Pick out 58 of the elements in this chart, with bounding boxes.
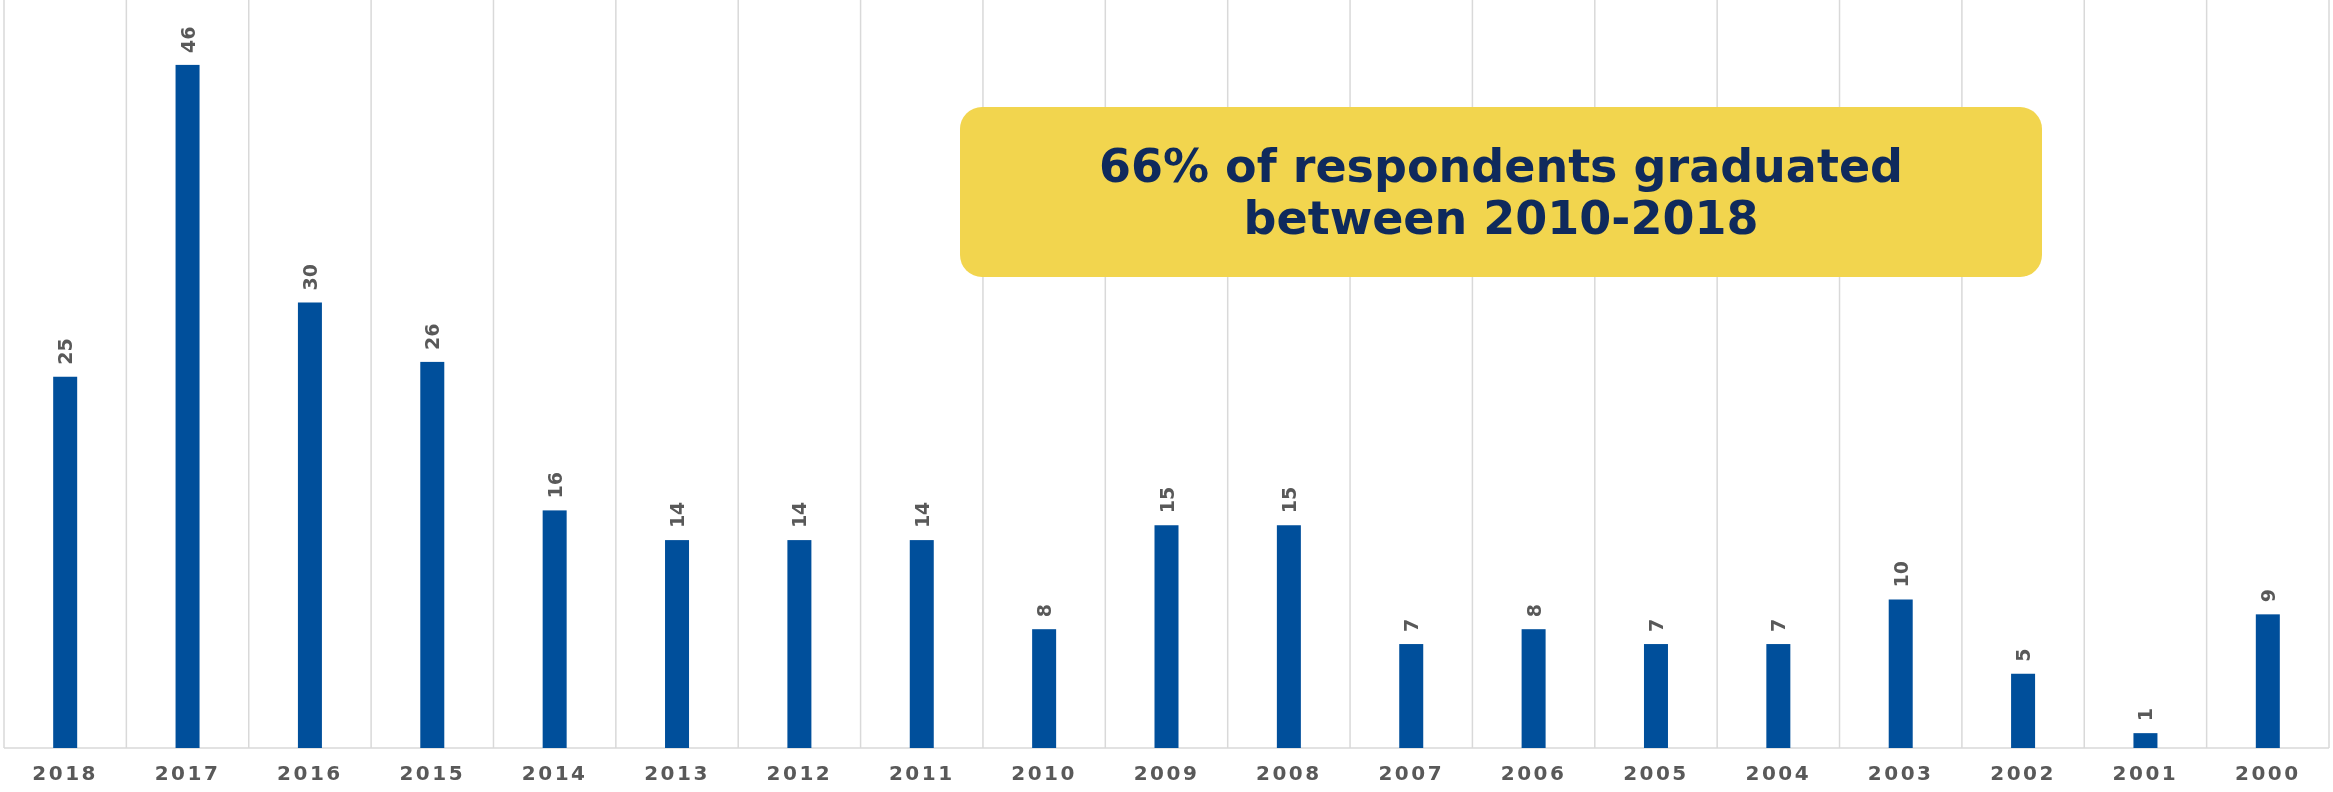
x-tick-label: 2017 <box>154 761 221 785</box>
x-tick-label: 2013 <box>644 761 710 785</box>
x-tick-label: 2000 <box>2234 761 2301 785</box>
data-label: 7 <box>1767 618 1790 633</box>
bar <box>420 361 445 748</box>
bar <box>1154 525 1179 748</box>
bar <box>665 540 690 748</box>
x-tick-label: 2002 <box>1990 761 2056 785</box>
data-label: 8 <box>1033 603 1056 618</box>
bar <box>2011 673 2036 748</box>
data-label: 5 <box>2012 648 2035 662</box>
bar <box>2133 733 2158 748</box>
bar <box>1276 525 1301 748</box>
data-label: 15 <box>1277 486 1300 514</box>
bar <box>1032 629 1057 748</box>
x-tick-label: 2008 <box>1256 761 1322 785</box>
x-tick-label: 2007 <box>1378 761 1445 785</box>
data-label: 46 <box>176 26 199 53</box>
x-tick-label: 2016 <box>277 761 343 785</box>
bar <box>297 302 322 748</box>
x-tick-label: 2009 <box>1133 761 1200 785</box>
data-label: 14 <box>666 501 689 529</box>
data-label: 30 <box>298 264 321 291</box>
data-label: 7 <box>1644 618 1667 633</box>
bar <box>2255 614 2280 748</box>
data-label: 1 <box>2134 707 2157 722</box>
bar <box>1521 629 1546 748</box>
bar <box>1766 644 1791 748</box>
data-label: 25 <box>54 338 77 365</box>
bar <box>1888 599 1913 748</box>
data-label: 9 <box>2256 589 2279 603</box>
data-label: 14 <box>788 501 811 529</box>
data-label: 15 <box>1155 486 1178 514</box>
x-tick-label: 2014 <box>521 761 588 785</box>
x-tick-label: 2001 <box>2112 761 2179 785</box>
data-label: 10 <box>1889 561 1912 588</box>
x-tick-label: 2015 <box>399 761 466 785</box>
data-label: 8 <box>1522 603 1545 618</box>
bar <box>909 540 934 748</box>
bar <box>1399 644 1424 748</box>
data-label: 7 <box>1400 618 1423 633</box>
x-tick-label: 2003 <box>1867 761 1934 785</box>
x-tick-label: 2006 <box>1500 761 1567 785</box>
bar <box>1643 644 1668 748</box>
data-label: 14 <box>910 501 933 529</box>
x-tick-label: 2010 <box>1011 761 1077 785</box>
x-tick-label: 2011 <box>888 761 955 785</box>
x-tick-label: 2004 <box>1745 761 1812 785</box>
annotation: 66% of respondents graduated between 2010-2018 <box>1098 139 1904 245</box>
data-label: 16 <box>543 471 566 499</box>
bar <box>175 64 200 748</box>
bar <box>542 510 567 748</box>
bar <box>53 376 78 748</box>
data-label: 26 <box>421 323 444 350</box>
bar <box>787 540 812 748</box>
x-tick-label: 2012 <box>766 761 833 785</box>
x-tick-label: 2018 <box>32 761 99 785</box>
x-tick-label: 2005 <box>1623 761 1689 785</box>
